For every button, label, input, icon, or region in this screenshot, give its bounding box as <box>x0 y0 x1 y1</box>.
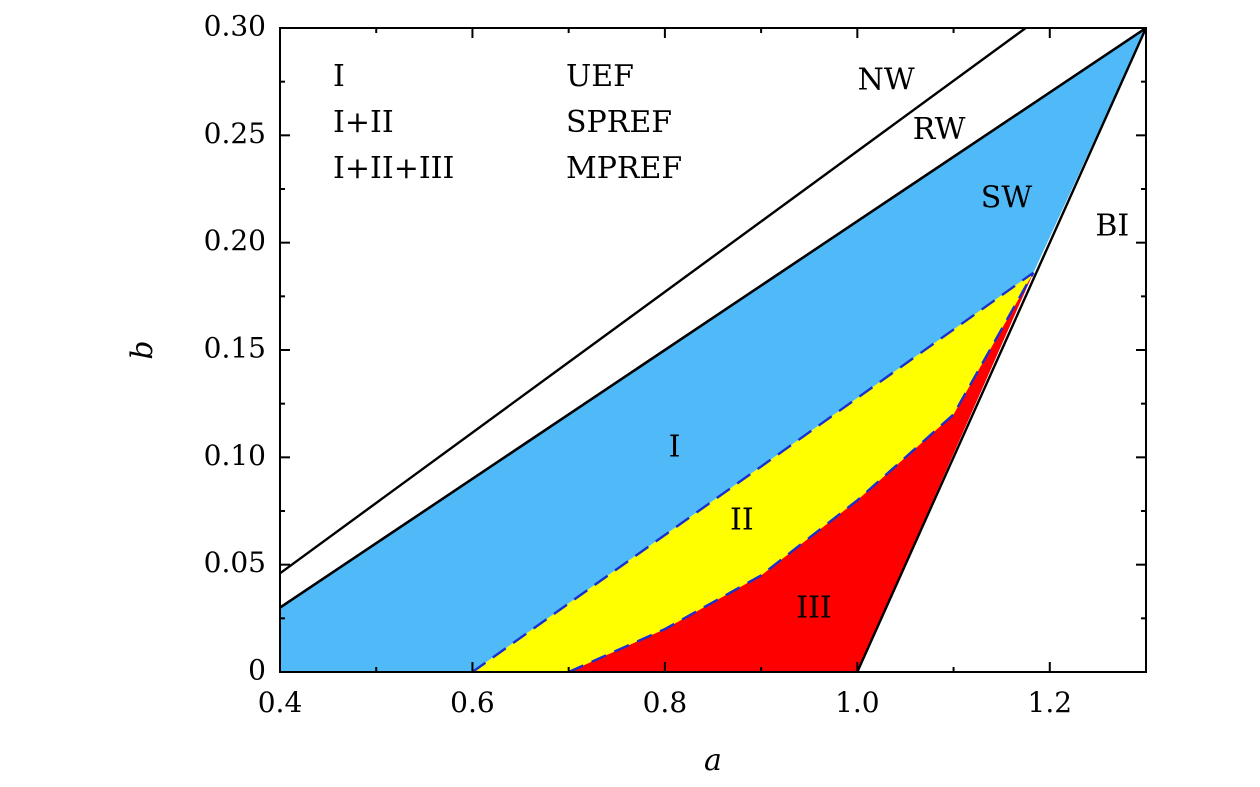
y-axis-ticks: 0 0.05 0.10 0.15 0.20 0.25 0.30 <box>204 10 1146 687</box>
y-tick-label: 0.20 <box>204 224 266 257</box>
region-i-label: I <box>669 430 681 465</box>
region-ii-area <box>472 272 1034 672</box>
legend-key-i: I <box>333 59 345 94</box>
x-tick-label: 1.0 <box>835 686 880 719</box>
dashed-lines <box>471 271 1035 672</box>
x-tick-label: 0.4 <box>258 686 303 719</box>
y-tick-label: 0.05 <box>204 546 266 579</box>
curve-sw-label: SW <box>981 181 1033 216</box>
x-tick-label: 0.6 <box>450 686 495 719</box>
legend-value-mpref: MPREF <box>566 151 682 186</box>
x-tick-label: 0.8 <box>643 686 688 719</box>
x-tick-label: 1.2 <box>1028 686 1073 719</box>
y-axis-title: b <box>125 340 160 359</box>
y-tick-label: 0.10 <box>204 439 266 472</box>
curve-labels: NW RW SW BI <box>858 63 1130 244</box>
y-tick-label: 0.25 <box>204 117 266 150</box>
curve-sw-line <box>280 28 1146 609</box>
region-iii-area <box>568 272 1034 672</box>
curve-rw-label: RW <box>913 112 966 147</box>
curve-bi-label: BI <box>1095 209 1129 244</box>
plot-area: 0.4 0.6 0.8 1.0 1.2 0 0.05 0.10 0.15 0.20 0.25 0.3… <box>204 10 1147 719</box>
x-axis-ticks: 0.4 0.6 0.8 1.0 1.2 <box>258 28 1147 719</box>
regions <box>280 28 1146 672</box>
region-ii-label: II <box>730 503 754 538</box>
dashed-ii-iii-boundary-line <box>568 272 1035 672</box>
x-axis-title: a <box>704 743 722 778</box>
curve-nw-line <box>280 28 1027 575</box>
curve-nw-label: NW <box>858 63 915 98</box>
region-iii-label: III <box>796 591 832 626</box>
y-tick-label: 0 <box>248 654 266 687</box>
curve-bi-line <box>856 28 1146 672</box>
legend-value-uef: UEF <box>566 59 634 94</box>
boundary-lines <box>280 28 1146 672</box>
dashed-i-ii-boundary-line <box>471 271 1035 672</box>
legend-key-i-ii: I+II <box>333 105 394 140</box>
legend-key-i-ii-iii: I+II+III <box>333 151 454 186</box>
legend-value-spref: SPREF <box>566 105 672 140</box>
region-i-area <box>280 28 1146 672</box>
y-tick-label: 0.15 <box>204 332 266 365</box>
y-tick-label: 0.30 <box>204 10 266 43</box>
legend: I UEF I+II SPREF I+II+III MPREF <box>333 59 682 186</box>
